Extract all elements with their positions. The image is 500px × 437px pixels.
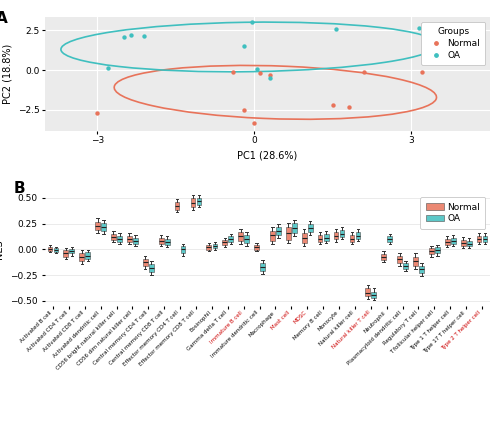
Point — [329, 101, 337, 108]
PathPatch shape — [340, 230, 344, 237]
PathPatch shape — [467, 241, 471, 246]
PathPatch shape — [196, 198, 202, 205]
PathPatch shape — [276, 227, 281, 235]
PathPatch shape — [111, 234, 116, 240]
Point — [256, 70, 264, 77]
Point — [128, 31, 136, 38]
PathPatch shape — [482, 236, 488, 242]
PathPatch shape — [302, 233, 306, 243]
PathPatch shape — [350, 235, 354, 242]
PathPatch shape — [212, 244, 218, 248]
PathPatch shape — [372, 291, 376, 298]
PathPatch shape — [286, 227, 290, 240]
PathPatch shape — [388, 236, 392, 242]
PathPatch shape — [413, 257, 418, 266]
PathPatch shape — [382, 254, 386, 260]
Point — [344, 103, 352, 110]
Point — [266, 75, 274, 82]
PathPatch shape — [54, 248, 59, 253]
PathPatch shape — [308, 224, 312, 232]
PathPatch shape — [127, 236, 132, 242]
Point — [360, 69, 368, 76]
PathPatch shape — [86, 253, 90, 259]
PathPatch shape — [180, 246, 186, 253]
PathPatch shape — [174, 202, 180, 210]
Point — [104, 65, 112, 72]
PathPatch shape — [334, 232, 338, 239]
Point — [434, 27, 442, 34]
PathPatch shape — [149, 264, 154, 272]
PathPatch shape — [260, 263, 265, 271]
PathPatch shape — [244, 235, 249, 243]
Point — [120, 33, 128, 40]
PathPatch shape — [270, 231, 275, 241]
Point — [230, 69, 237, 76]
PathPatch shape — [419, 266, 424, 273]
PathPatch shape — [222, 240, 227, 245]
PathPatch shape — [445, 239, 450, 245]
PathPatch shape — [206, 245, 211, 250]
Legend: Normal, OA: Normal, OA — [420, 198, 486, 229]
Point — [266, 71, 274, 78]
PathPatch shape — [95, 222, 100, 230]
Point — [240, 43, 248, 50]
Point — [416, 24, 424, 31]
PathPatch shape — [64, 250, 68, 257]
PathPatch shape — [435, 247, 440, 253]
PathPatch shape — [461, 240, 466, 246]
PathPatch shape — [429, 248, 434, 254]
Point — [250, 119, 258, 126]
PathPatch shape — [102, 222, 106, 231]
Y-axis label: PC2 (18.8%): PC2 (18.8%) — [2, 44, 12, 104]
PathPatch shape — [318, 235, 322, 242]
PathPatch shape — [254, 245, 259, 250]
Y-axis label: NES: NES — [0, 239, 4, 259]
PathPatch shape — [397, 256, 402, 263]
PathPatch shape — [228, 236, 233, 242]
PathPatch shape — [117, 236, 122, 242]
Point — [140, 32, 148, 39]
PathPatch shape — [133, 238, 138, 244]
Text: B: B — [14, 181, 26, 197]
PathPatch shape — [165, 239, 170, 245]
PathPatch shape — [366, 288, 370, 295]
Point — [94, 110, 102, 117]
Text: A: A — [0, 10, 8, 26]
PathPatch shape — [70, 250, 74, 253]
Point — [240, 106, 248, 113]
PathPatch shape — [48, 247, 52, 251]
PathPatch shape — [238, 232, 243, 241]
Point — [248, 19, 256, 26]
PathPatch shape — [80, 253, 84, 260]
Legend: Normal, OA: Normal, OA — [421, 22, 486, 65]
Point — [332, 25, 340, 32]
PathPatch shape — [292, 222, 296, 233]
PathPatch shape — [451, 238, 456, 244]
PathPatch shape — [143, 259, 148, 266]
Point — [253, 66, 261, 73]
Point — [418, 69, 426, 76]
PathPatch shape — [403, 263, 408, 269]
PathPatch shape — [356, 232, 360, 239]
PathPatch shape — [476, 236, 482, 242]
PathPatch shape — [324, 234, 328, 241]
PathPatch shape — [159, 238, 164, 244]
X-axis label: PC1 (28.6%): PC1 (28.6%) — [238, 151, 298, 161]
PathPatch shape — [190, 198, 196, 207]
